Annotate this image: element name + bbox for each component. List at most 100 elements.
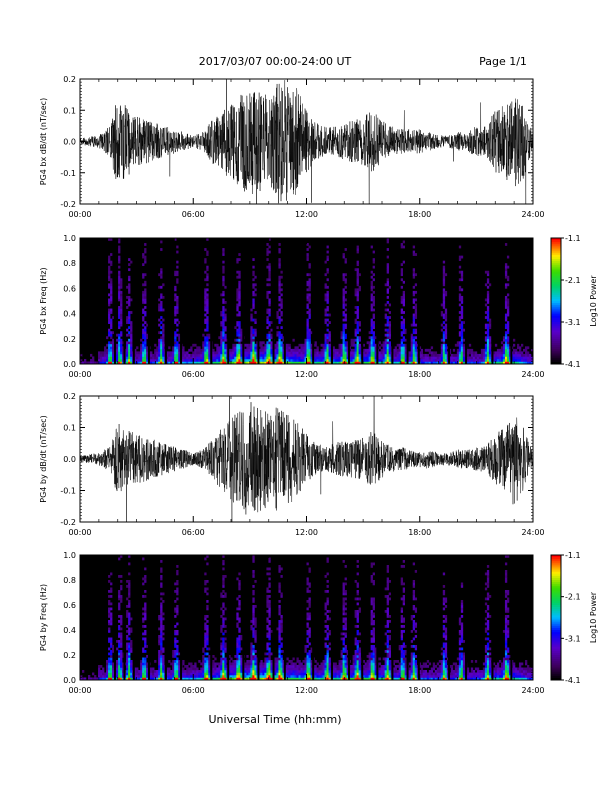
heatmap-cell	[518, 356, 522, 360]
heatmap-cell	[224, 665, 227, 668]
heatmap-cell	[280, 660, 283, 663]
heatmap-cell	[178, 652, 181, 656]
heatmap-cell	[236, 333, 239, 337]
heatmap-cell	[118, 645, 121, 648]
heatmap-cell	[142, 301, 145, 304]
heatmap-cell	[458, 348, 462, 352]
heatmap-cell	[350, 338, 353, 342]
heatmap-cell	[326, 318, 329, 322]
heatmap-cell	[498, 356, 502, 360]
heatmap-cell	[216, 358, 219, 362]
heatmap-cell	[110, 612, 113, 616]
heatmap-cell	[90, 677, 93, 681]
heatmap-cell	[184, 353, 187, 357]
heatmap-cell	[358, 660, 361, 663]
heatmap-cell	[354, 662, 357, 666]
heatmap-cell	[254, 275, 257, 279]
heatmap-cell	[258, 343, 261, 347]
heatmap-cell	[414, 253, 418, 256]
heatmap-cell	[238, 677, 241, 681]
heatmap-cell	[304, 341, 307, 345]
heatmap-cell	[268, 620, 271, 623]
heatmap-cell	[174, 343, 177, 347]
heatmap-cell	[326, 637, 329, 641]
heatmap-cell	[322, 346, 325, 350]
heatmap-cell	[306, 675, 309, 678]
heatmap-cell	[240, 670, 243, 673]
heatmap-cell	[140, 660, 143, 663]
heatmap-cell	[130, 670, 133, 673]
heatmap-cell	[158, 667, 161, 671]
heatmap-cell	[470, 356, 474, 360]
heatmap-cell	[204, 318, 207, 322]
heatmap-cell	[142, 620, 145, 623]
heatmap-cell	[326, 341, 329, 345]
heatmap-cell	[128, 612, 131, 616]
heatmap-cell	[136, 672, 139, 676]
heatmap-cell	[506, 326, 510, 330]
heatmap-cell	[302, 667, 305, 671]
heatmap-cell	[192, 356, 195, 360]
heatmap-cell	[260, 358, 263, 362]
heatmap-cell	[198, 351, 201, 355]
heatmap-cell	[80, 675, 83, 678]
heatmap-cell	[318, 670, 321, 673]
heatmap-cell	[190, 353, 193, 357]
heatmap-cell	[356, 248, 359, 251]
heatmap-cell	[120, 642, 123, 646]
heatmap-cell	[208, 346, 211, 350]
heatmap-cell	[86, 361, 89, 365]
heatmap-cell	[460, 336, 464, 340]
heatmap-cell	[142, 253, 145, 256]
heatmap-cell	[322, 662, 325, 666]
heatmap-cell	[440, 351, 444, 355]
heatmap-cell	[212, 675, 215, 678]
heatmap-cell	[400, 308, 404, 312]
heatmap-cell	[370, 326, 373, 330]
colorbar-swatch	[551, 282, 561, 285]
heatmap-cell	[240, 353, 243, 357]
heatmap-cell	[236, 270, 239, 274]
heatmap-cell	[410, 336, 414, 340]
heatmap-cell	[356, 356, 359, 360]
heatmap-cell	[224, 308, 227, 312]
heatmap-cell	[306, 600, 309, 603]
heatmap-cell	[236, 650, 239, 653]
heatmap-cell	[202, 361, 205, 365]
heatmap-cell	[342, 640, 345, 643]
heatmap-cell	[232, 672, 235, 676]
heatmap-cell	[342, 343, 345, 347]
heatmap-cell	[128, 278, 131, 282]
heatmap-cell	[280, 275, 283, 279]
heatmap-cell	[110, 670, 113, 673]
heatmap-cell	[160, 672, 163, 676]
heatmap-cell	[102, 353, 105, 357]
heatmap-cell	[506, 303, 510, 307]
heatmap-cell	[110, 665, 113, 668]
heatmap-cell	[230, 670, 233, 673]
heatmap-cell	[126, 285, 129, 289]
heatmap-cell	[102, 672, 105, 676]
heatmap-cell	[220, 662, 223, 666]
heatmap-cell	[228, 358, 231, 362]
heatmap-cell	[324, 657, 327, 661]
heatmap-cell	[264, 660, 267, 663]
heatmap-cell	[110, 662, 113, 666]
heatmap-cell	[238, 617, 241, 621]
heatmap-cell	[326, 560, 329, 563]
heatmap-cell	[308, 280, 311, 284]
heatmap-cell	[402, 303, 406, 307]
heatmap-cell	[94, 677, 97, 681]
heatmap-cell	[174, 582, 177, 586]
heatmap-cell	[346, 672, 349, 676]
heatmap-cell	[308, 285, 311, 289]
heatmap-cell	[366, 356, 369, 360]
heatmap-cell	[262, 346, 265, 350]
heatmap-cell	[316, 346, 319, 350]
heatmap-cell	[310, 361, 313, 365]
heatmap-cell	[178, 670, 181, 673]
heatmap-cell	[308, 331, 311, 335]
heatmap-cell	[146, 353, 149, 357]
heatmap-cell	[506, 328, 510, 332]
heatmap-cell	[130, 311, 133, 314]
